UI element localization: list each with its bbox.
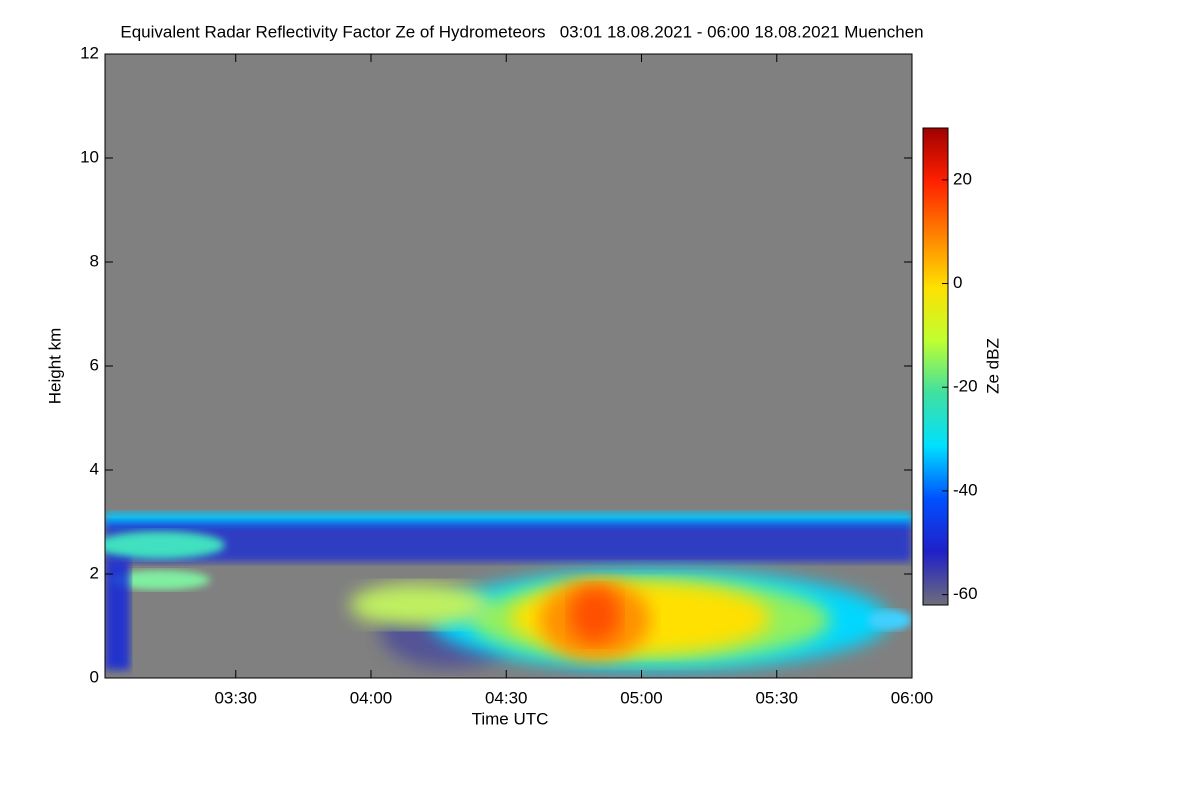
y-tick-label: 8 <box>90 251 99 270</box>
y-tick-label: 0 <box>90 667 99 686</box>
colorbar-tick-label: 20 <box>953 169 972 188</box>
colorbar <box>922 127 949 606</box>
x-tick-label: 05:30 <box>755 688 798 707</box>
x-tick-label: 04:00 <box>350 688 393 707</box>
y-tick-label: 6 <box>90 355 99 374</box>
colorbar-label: Ze dBZ <box>983 338 1002 394</box>
colorbar-tick-label: -20 <box>953 377 978 396</box>
plot-area <box>105 54 912 678</box>
chart-title: Equivalent Radar Reflectivity Factor Ze … <box>120 22 923 41</box>
x-tick-label: 06:00 <box>891 688 934 707</box>
y-tick-label: 10 <box>80 147 99 166</box>
x-axis-label: Time UTC <box>472 709 549 728</box>
y-axis-label: Height km <box>45 328 64 405</box>
reflectivity-field <box>105 512 912 670</box>
colorbar-tick-label: -60 <box>953 584 978 603</box>
y-tick-label: 2 <box>90 563 99 582</box>
y-tick-label: 12 <box>80 43 99 62</box>
x-tick-label: 04:30 <box>485 688 528 707</box>
colorbar-tick-label: -40 <box>953 480 978 499</box>
x-tick-label: 03:30 <box>214 688 257 707</box>
y-tick-label: 4 <box>90 459 99 478</box>
colorbar-tick-label: 0 <box>953 273 962 292</box>
x-tick-label: 05:00 <box>620 688 663 707</box>
